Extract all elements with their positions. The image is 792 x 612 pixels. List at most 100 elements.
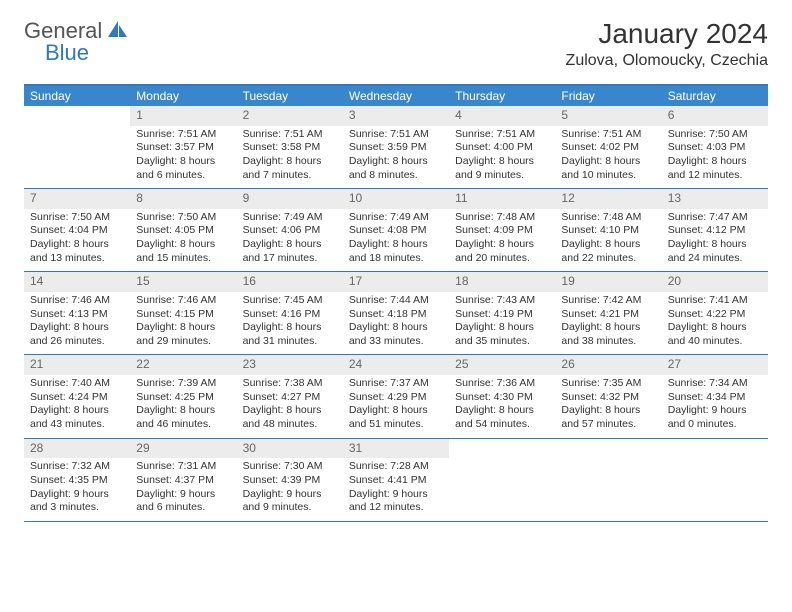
day-line: and 6 minutes. xyxy=(136,501,230,515)
day-line: and 8 minutes. xyxy=(349,169,443,183)
day-line: Daylight: 8 hours xyxy=(243,155,337,169)
day-line: Sunrise: 7:43 AM xyxy=(455,294,549,308)
day-cell: 23Sunrise: 7:38 AMSunset: 4:27 PMDayligh… xyxy=(237,355,343,437)
day-line: Sunrise: 7:35 AM xyxy=(561,377,655,391)
day-cell: 30Sunrise: 7:30 AMSunset: 4:39 PMDayligh… xyxy=(237,439,343,521)
day-line: Daylight: 9 hours xyxy=(30,488,124,502)
day-cell: 6Sunrise: 7:50 AMSunset: 4:03 PMDaylight… xyxy=(662,106,768,188)
day-line: Sunset: 4:22 PM xyxy=(668,308,762,322)
day-line: Daylight: 8 hours xyxy=(455,404,549,418)
day-line: Daylight: 8 hours xyxy=(136,238,230,252)
day-body: Sunrise: 7:30 AMSunset: 4:39 PMDaylight:… xyxy=(237,458,343,521)
day-number xyxy=(662,439,768,459)
day-body: Sunrise: 7:44 AMSunset: 4:18 PMDaylight:… xyxy=(343,292,449,355)
day-line: and 0 minutes. xyxy=(668,418,762,432)
weekday-header: Friday xyxy=(555,86,661,106)
day-line: Daylight: 8 hours xyxy=(243,321,337,335)
day-cell: 26Sunrise: 7:35 AMSunset: 4:32 PMDayligh… xyxy=(555,355,661,437)
day-line: Sunrise: 7:48 AM xyxy=(455,211,549,225)
day-line: and 57 minutes. xyxy=(561,418,655,432)
logo-text-blue: Blue xyxy=(45,40,89,66)
header: General Blue January 2024 Zulova, Olomou… xyxy=(0,0,792,78)
day-line: Sunset: 4:18 PM xyxy=(349,308,443,322)
day-line: Sunrise: 7:37 AM xyxy=(349,377,443,391)
day-number: 4 xyxy=(449,106,555,126)
day-line: Sunrise: 7:45 AM xyxy=(243,294,337,308)
day-line: Sunset: 4:30 PM xyxy=(455,391,549,405)
day-line: Daylight: 8 hours xyxy=(30,321,124,335)
weekday-header: Tuesday xyxy=(237,86,343,106)
day-number: 5 xyxy=(555,106,661,126)
day-number: 28 xyxy=(24,439,130,459)
day-cell: 22Sunrise: 7:39 AMSunset: 4:25 PMDayligh… xyxy=(130,355,236,437)
weekday-header: Thursday xyxy=(449,86,555,106)
day-line: Daylight: 8 hours xyxy=(349,404,443,418)
week-row: 1Sunrise: 7:51 AMSunset: 3:57 PMDaylight… xyxy=(24,106,768,189)
day-body: Sunrise: 7:38 AMSunset: 4:27 PMDaylight:… xyxy=(237,375,343,438)
logo: General Blue xyxy=(24,18,131,44)
day-cell: 1Sunrise: 7:51 AMSunset: 3:57 PMDaylight… xyxy=(130,106,236,188)
day-line: Daylight: 8 hours xyxy=(455,238,549,252)
day-cell: 14Sunrise: 7:46 AMSunset: 4:13 PMDayligh… xyxy=(24,272,130,354)
day-line: Sunset: 4:34 PM xyxy=(668,391,762,405)
day-cell: 17Sunrise: 7:44 AMSunset: 4:18 PMDayligh… xyxy=(343,272,449,354)
day-line: and 40 minutes. xyxy=(668,335,762,349)
day-line: Daylight: 9 hours xyxy=(349,488,443,502)
day-line: and 35 minutes. xyxy=(455,335,549,349)
day-line: Sunset: 4:41 PM xyxy=(349,474,443,488)
weekday-header: Wednesday xyxy=(343,86,449,106)
day-line: Sunrise: 7:44 AM xyxy=(349,294,443,308)
day-cell: 7Sunrise: 7:50 AMSunset: 4:04 PMDaylight… xyxy=(24,189,130,271)
day-number: 27 xyxy=(662,355,768,375)
day-number: 1 xyxy=(130,106,236,126)
day-line: Sunset: 3:57 PM xyxy=(136,141,230,155)
day-line: and 51 minutes. xyxy=(349,418,443,432)
day-line: Sunrise: 7:40 AM xyxy=(30,377,124,391)
location-text: Zulova, Olomoucky, Czechia xyxy=(566,52,768,70)
day-cell xyxy=(24,106,130,188)
day-line: and 9 minutes. xyxy=(455,169,549,183)
day-line: Sunset: 4:05 PM xyxy=(136,224,230,238)
day-line: Sunset: 3:58 PM xyxy=(243,141,337,155)
day-cell: 18Sunrise: 7:43 AMSunset: 4:19 PMDayligh… xyxy=(449,272,555,354)
day-cell: 19Sunrise: 7:42 AMSunset: 4:21 PMDayligh… xyxy=(555,272,661,354)
day-cell: 10Sunrise: 7:49 AMSunset: 4:08 PMDayligh… xyxy=(343,189,449,271)
day-line: Sunset: 4:10 PM xyxy=(561,224,655,238)
day-number: 29 xyxy=(130,439,236,459)
day-number xyxy=(449,439,555,459)
day-line: Sunrise: 7:34 AM xyxy=(668,377,762,391)
day-body: Sunrise: 7:40 AMSunset: 4:24 PMDaylight:… xyxy=(24,375,130,438)
day-line: and 54 minutes. xyxy=(455,418,549,432)
weekday-header: Sunday xyxy=(24,86,130,106)
day-line: Sunset: 4:03 PM xyxy=(668,141,762,155)
day-cell: 28Sunrise: 7:32 AMSunset: 4:35 PMDayligh… xyxy=(24,439,130,521)
day-line: Daylight: 8 hours xyxy=(30,238,124,252)
month-title: January 2024 xyxy=(566,18,768,50)
day-number: 9 xyxy=(237,189,343,209)
title-block: January 2024 Zulova, Olomoucky, Czechia xyxy=(566,18,768,70)
day-number: 16 xyxy=(237,272,343,292)
day-cell: 29Sunrise: 7:31 AMSunset: 4:37 PMDayligh… xyxy=(130,439,236,521)
day-cell: 31Sunrise: 7:28 AMSunset: 4:41 PMDayligh… xyxy=(343,439,449,521)
day-number: 20 xyxy=(662,272,768,292)
day-line: Sunset: 4:21 PM xyxy=(561,308,655,322)
day-body: Sunrise: 7:48 AMSunset: 4:10 PMDaylight:… xyxy=(555,209,661,272)
day-line: Sunrise: 7:51 AM xyxy=(243,128,337,142)
day-line: and 7 minutes. xyxy=(243,169,337,183)
day-line: Daylight: 8 hours xyxy=(455,155,549,169)
day-line: Sunset: 4:06 PM xyxy=(243,224,337,238)
day-cell xyxy=(662,439,768,521)
day-body: Sunrise: 7:48 AMSunset: 4:09 PMDaylight:… xyxy=(449,209,555,272)
day-line: Daylight: 8 hours xyxy=(136,155,230,169)
day-line: Sunset: 3:59 PM xyxy=(349,141,443,155)
day-cell: 5Sunrise: 7:51 AMSunset: 4:02 PMDaylight… xyxy=(555,106,661,188)
day-line: Daylight: 8 hours xyxy=(561,321,655,335)
day-body: Sunrise: 7:31 AMSunset: 4:37 PMDaylight:… xyxy=(130,458,236,521)
day-cell: 21Sunrise: 7:40 AMSunset: 4:24 PMDayligh… xyxy=(24,355,130,437)
day-line: Sunset: 4:15 PM xyxy=(136,308,230,322)
day-body: Sunrise: 7:39 AMSunset: 4:25 PMDaylight:… xyxy=(130,375,236,438)
day-line: Sunrise: 7:51 AM xyxy=(455,128,549,142)
day-line: Sunrise: 7:49 AM xyxy=(243,211,337,225)
day-line: Sunrise: 7:50 AM xyxy=(30,211,124,225)
day-cell: 3Sunrise: 7:51 AMSunset: 3:59 PMDaylight… xyxy=(343,106,449,188)
